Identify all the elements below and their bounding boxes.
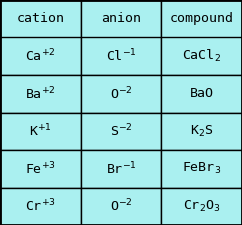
Text: $\mathtt{Ca}^{+2}$: $\mathtt{Ca}^{+2}$	[25, 48, 56, 65]
Bar	[81, 75, 161, 112]
Bar	[81, 38, 161, 75]
Bar	[81, 150, 161, 187]
Text: compound: compound	[169, 12, 234, 25]
Text: $\mathtt{Cl}^{-1}$: $\mathtt{Cl}^{-1}$	[106, 48, 136, 65]
Text: $\mathtt{Ba}^{+2}$: $\mathtt{Ba}^{+2}$	[25, 86, 56, 102]
Bar	[81, 187, 161, 225]
Bar	[0, 150, 81, 187]
Bar	[161, 150, 242, 187]
Text: $\mathtt{CaCl}_{2}$: $\mathtt{CaCl}_{2}$	[182, 48, 221, 64]
Text: cation: cation	[16, 12, 65, 25]
Bar	[81, 112, 161, 150]
Bar	[161, 112, 242, 150]
Text: anion: anion	[101, 12, 141, 25]
Bar	[0, 75, 81, 112]
Text: $\mathtt{Cr}^{+3}$: $\mathtt{Cr}^{+3}$	[25, 198, 56, 215]
Text: $\mathtt{Fe}^{+3}$: $\mathtt{Fe}^{+3}$	[25, 160, 56, 177]
Bar	[0, 187, 81, 225]
Text: $\mathtt{FeBr}_{3}$: $\mathtt{FeBr}_{3}$	[182, 161, 221, 176]
Bar	[161, 0, 242, 38]
Text: $\mathtt{K}_{2}\mathtt{S}$: $\mathtt{K}_{2}\mathtt{S}$	[190, 124, 213, 139]
Bar	[81, 0, 161, 38]
Text: $\mathtt{BaO}$: $\mathtt{BaO}$	[189, 87, 214, 100]
Bar	[0, 0, 81, 38]
Bar	[0, 112, 81, 150]
Text: $\mathtt{Br}^{-1}$: $\mathtt{Br}^{-1}$	[106, 160, 136, 177]
Text: $\mathtt{Cr}_{2}\mathtt{O}_{3}$: $\mathtt{Cr}_{2}\mathtt{O}_{3}$	[183, 199, 220, 214]
Text: $\mathtt{K}^{+1}$: $\mathtt{K}^{+1}$	[29, 123, 52, 140]
Bar	[161, 38, 242, 75]
Text: $\mathtt{S}^{-2}$: $\mathtt{S}^{-2}$	[110, 123, 132, 140]
Bar	[161, 75, 242, 112]
Bar	[0, 38, 81, 75]
Text: $\mathtt{O}^{-2}$: $\mathtt{O}^{-2}$	[110, 86, 132, 102]
Bar	[161, 187, 242, 225]
Text: $\mathtt{O}^{-2}$: $\mathtt{O}^{-2}$	[110, 198, 132, 215]
